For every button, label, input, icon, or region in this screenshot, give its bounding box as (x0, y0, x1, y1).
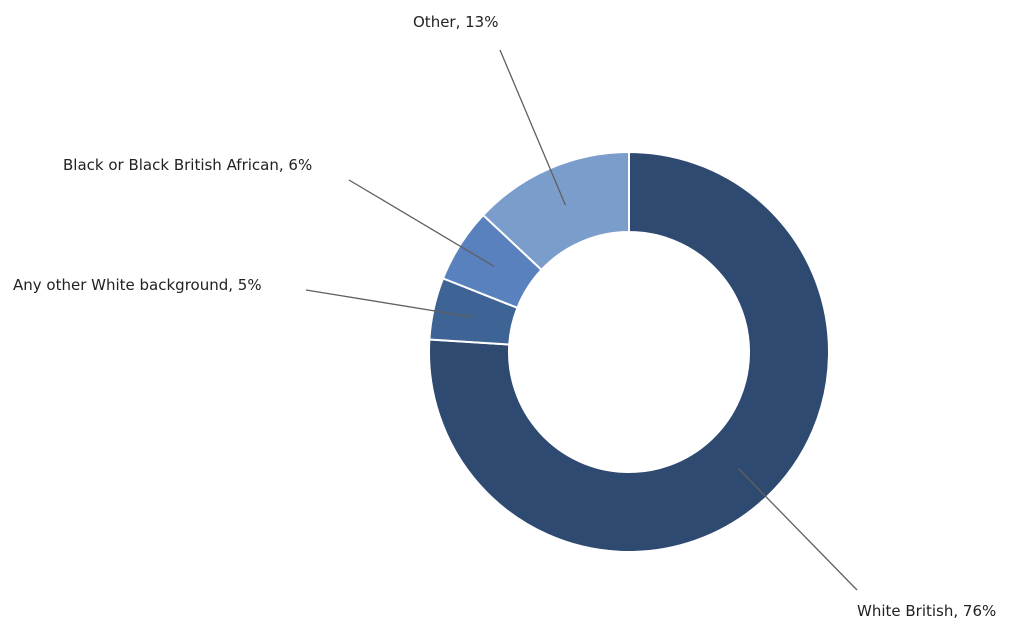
label-black-british-african: Black or Black British African, 6% (63, 156, 312, 174)
labels-group: White British, 76% Any other White backg… (13, 13, 996, 619)
slice-white-british (428, 150, 830, 553)
slice-other (481, 150, 630, 272)
label-other: Other, 13% (413, 13, 498, 31)
leader-lines-group (305, 49, 858, 591)
leader-other (499, 49, 567, 206)
leader-any-other-white (305, 289, 473, 318)
label-any-other-white: Any other White background, 5% (13, 276, 262, 294)
leader-black-british-african (348, 179, 495, 267)
slices-group (428, 150, 830, 553)
leader-white-british (738, 468, 858, 591)
label-white-british: White British, 76% (857, 602, 996, 619)
